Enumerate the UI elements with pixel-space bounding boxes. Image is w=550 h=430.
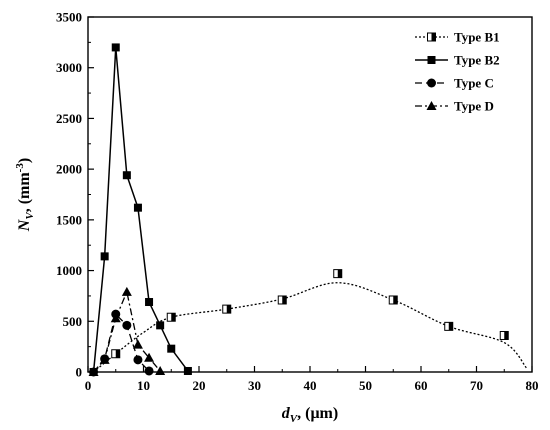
y-tick-label: 2000 [56, 162, 82, 177]
y-tick-label: 1500 [56, 212, 82, 227]
y-tick-label: 3000 [56, 60, 82, 75]
data-point-type-c [133, 355, 143, 365]
legend-label: Type C [454, 76, 494, 91]
data-point-type-b1 [111, 349, 121, 359]
marker-shape [133, 203, 142, 212]
marker-shape [121, 286, 132, 296]
marker-shape [145, 298, 154, 307]
y-tick-label: 2500 [56, 111, 82, 126]
x-axis-title: dV, (μm) [282, 405, 338, 425]
data-point-type-b2 [122, 171, 131, 180]
marker-shape [155, 365, 166, 375]
data-point-type-b2 [183, 366, 192, 375]
legend-item-type-b2: Type B2 [415, 53, 500, 68]
marker-shape [133, 355, 143, 365]
legend-item-type-c: Type C [415, 76, 494, 91]
x-tick-label: 60 [415, 378, 428, 393]
marker-fill [171, 313, 176, 322]
legend-item-type-b1: Type B1 [415, 30, 500, 45]
marker-shape [122, 171, 131, 180]
x-tick-label: 80 [526, 378, 539, 393]
x-tick-label: 50 [359, 378, 372, 393]
x-tick-label: 30 [248, 378, 261, 393]
data-point-type-b2 [156, 321, 165, 330]
x-tick-label: 70 [470, 378, 483, 393]
y-tick-label: 1000 [56, 263, 82, 278]
data-point-type-d [99, 354, 110, 364]
marker-shape [100, 252, 109, 261]
marker-fill [337, 269, 342, 278]
data-point-type-b2 [167, 344, 176, 353]
legend-label: Type B1 [454, 30, 500, 45]
data-point-type-c [144, 366, 154, 376]
data-point-type-d [155, 365, 166, 375]
legend-marker [427, 56, 436, 64]
data-point-type-d [121, 286, 132, 296]
data-point-type-b1 [277, 295, 287, 305]
data-point-type-b2 [145, 298, 154, 307]
data-point-type-d [132, 339, 143, 349]
marker-shape [426, 101, 437, 110]
data-point-type-b2 [100, 252, 109, 261]
data-point-type-d [144, 352, 155, 362]
legend-marker [427, 78, 436, 88]
marker-shape [144, 366, 154, 376]
x-tick-label: 40 [304, 378, 317, 393]
data-point-type-b1 [388, 295, 398, 305]
data-point-type-b1 [222, 304, 232, 314]
marker-fill [282, 295, 287, 304]
data-point-type-b1 [333, 269, 343, 279]
marker-fill [448, 322, 453, 331]
legend-label: Type B2 [454, 53, 500, 68]
legend-marker [426, 101, 437, 110]
x-tick-label: 0 [85, 378, 92, 393]
marker-shape [122, 320, 132, 330]
marker-shape [111, 43, 120, 52]
marker-fill [504, 331, 509, 340]
y-tick-label: 3500 [56, 10, 82, 25]
marker-fill [115, 349, 120, 358]
legend-marker [427, 32, 436, 42]
legend-label: Type D [454, 99, 494, 114]
series-type-b2 [89, 43, 192, 376]
data-point-type-b2 [111, 43, 120, 52]
x-tick-label: 20 [193, 378, 206, 393]
marker-shape [88, 367, 99, 376]
marker-shape [99, 354, 110, 364]
axes: 0 10 20 30 40 50 60 70 80 0 500 1000 1500 2000 2500 300… [56, 10, 539, 394]
x-tick-label: 10 [137, 378, 150, 393]
marker-shape [110, 313, 121, 323]
legend-item-type-d: Type D [415, 99, 494, 114]
data-point-type-b1 [166, 312, 176, 322]
data-point-type-b1 [499, 330, 509, 340]
series-layer [88, 43, 527, 377]
plot-area [87, 16, 533, 373]
marker-shape [427, 78, 436, 88]
series-type-d [88, 286, 166, 376]
marker-fill [431, 33, 436, 41]
data-point-type-d [110, 313, 121, 323]
y-tick-label: 500 [63, 314, 83, 329]
marker-fill [226, 305, 231, 314]
data-point-type-c [122, 320, 132, 330]
marker-fill [393, 295, 398, 304]
marker-shape [156, 321, 165, 330]
marker-shape [167, 344, 176, 353]
legend: Type B1 Type B2 Type C Type D [415, 30, 500, 114]
data-point-type-b1 [444, 321, 454, 331]
series-type-b1 [93, 269, 527, 373]
y-axis-title: NV, (mm-3) [14, 158, 36, 232]
marker-shape [427, 56, 436, 64]
plot-frame [87, 16, 533, 373]
marker-shape [183, 366, 192, 375]
marker-shape [132, 339, 143, 349]
y-tick-label: 0 [76, 365, 83, 380]
data-point-type-d [88, 367, 99, 376]
marker-shape [144, 352, 155, 362]
data-point-type-b2 [133, 203, 142, 212]
